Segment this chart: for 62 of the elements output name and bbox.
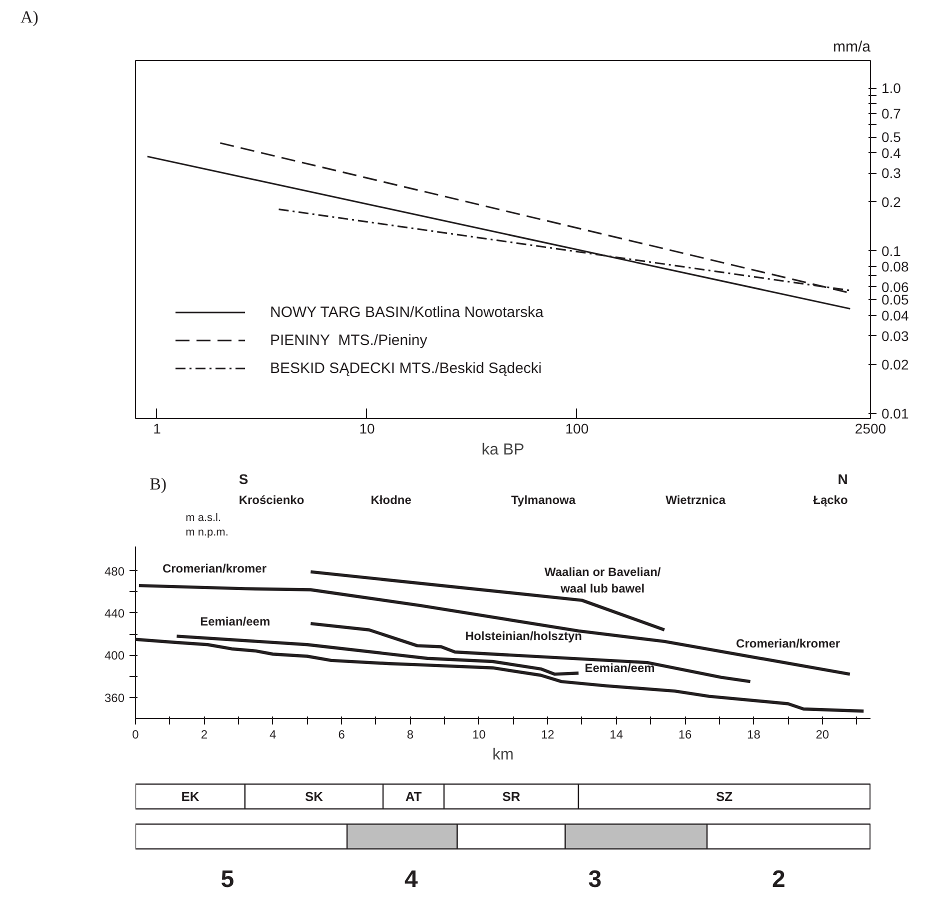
y-tick-label: 0.03 [882, 328, 909, 344]
legend-label: NOWY TARG BASIN/Kotlina Nowotarska [270, 304, 544, 320]
text: N [838, 471, 848, 487]
y-tick-label: 0.3 [882, 165, 902, 182]
series-label: EK [181, 789, 200, 804]
annotation: Holsteinian/holsztyn [465, 629, 582, 644]
x-tick-label: 10 [472, 728, 486, 742]
annotation: Waalian or Bavelian/ waal lub bawel [544, 564, 662, 596]
x-axis-title: km [492, 746, 514, 764]
x-tick-label: 2500 [854, 420, 886, 436]
annotation: Cromerian/kromer [162, 562, 267, 576]
annotation: Cromerian/kromer [736, 636, 840, 651]
x-tick-label: 2 [200, 728, 208, 742]
y-tick-label: 1.0 [882, 80, 902, 96]
y-tick-label: 360 [104, 690, 125, 705]
x-tick-label: 8 [406, 728, 414, 742]
y-tick-label: 0.4 [882, 144, 902, 161]
legend-label: BESKID SĄDECKI MTS./Beskid Sądecki [270, 360, 542, 376]
annotation: Eemian/eem [584, 660, 655, 675]
text: Wietrznica [666, 493, 726, 507]
x-tick-label: 18 [747, 728, 761, 742]
x-tick-label: 4 [270, 728, 277, 742]
chart-title: B) [150, 474, 167, 494]
text: 5 [220, 866, 234, 893]
y-tick-label: 0.08 [882, 258, 909, 275]
series-label: SZ [716, 789, 733, 804]
y-axis-title: mm/a [833, 38, 872, 56]
chart-title: A) [20, 8, 38, 26]
x-tick-label: 1 [153, 420, 162, 436]
x-tick-label: 20 [816, 728, 830, 742]
y-tick-label: 0.02 [882, 356, 909, 372]
y-tick-label: 480 [104, 564, 125, 578]
text: Kłodne [370, 493, 412, 507]
annotation: Eemian/eem [200, 614, 270, 628]
x-tick-label: 0 [132, 728, 140, 742]
series-label: SR [502, 789, 521, 804]
x-tick-label: 100 [565, 420, 589, 436]
y-tick-label: 0.2 [882, 194, 902, 210]
text: Łącko [813, 493, 848, 507]
y-tick-label: 0.01 [882, 405, 909, 422]
text: Tylmanowa [511, 493, 576, 507]
text: S [238, 471, 248, 487]
series-label: SK [304, 789, 324, 804]
legend-label: PIENINY MTS./Pieniny [270, 332, 428, 348]
y-tick-label: 0.1 [882, 242, 902, 259]
text: 4 [404, 866, 418, 893]
x-tick-label: 12 [540, 728, 555, 742]
x-tick-label: 16 [678, 728, 692, 742]
x-axis-title: ka BP [482, 442, 524, 458]
y-axis-title: m a.s.l. m n.p.m. [186, 512, 228, 538]
y-tick-label: 440 [104, 606, 125, 620]
y-tick-label: 400 [104, 648, 125, 663]
y-tick-label: 0.5 [882, 129, 902, 146]
x-tick-label: 14 [610, 728, 624, 742]
y-tick-label: 0.7 [882, 105, 902, 122]
x-tick-label: 10 [359, 420, 375, 436]
text: Krościenko [238, 493, 304, 507]
series-label: AT [405, 789, 422, 804]
text: 3 [588, 866, 602, 893]
text: 2 [772, 866, 786, 893]
y-tick-label: 0.04 [882, 307, 909, 324]
x-tick-label: 6 [338, 728, 346, 742]
